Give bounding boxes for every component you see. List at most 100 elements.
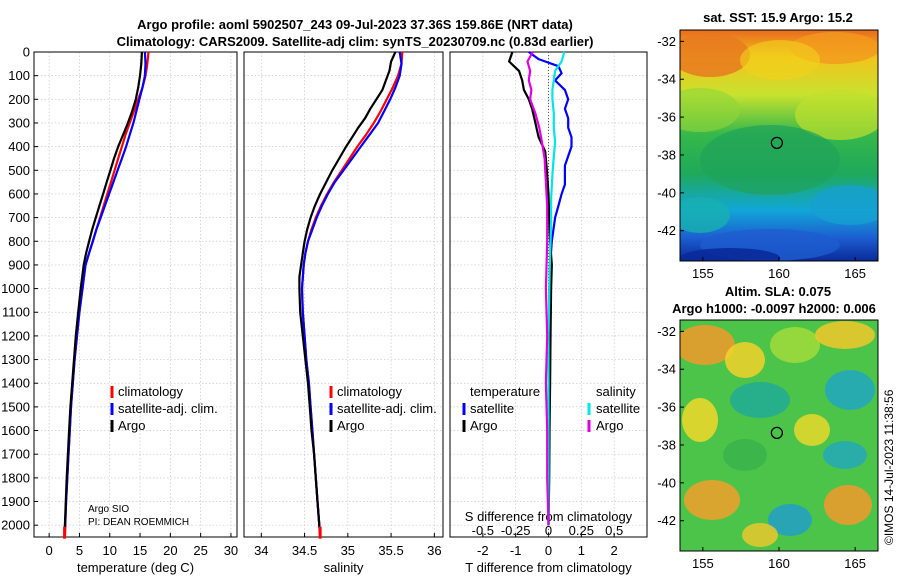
series-climatology bbox=[63, 51, 150, 536]
x-tick-label: 34 bbox=[254, 543, 268, 558]
title-line2: Climatology: CARS2009. Satellite-adj cli… bbox=[117, 34, 594, 49]
y-tick-label: 1800 bbox=[1, 470, 30, 485]
plot-frame bbox=[33, 51, 238, 538]
s-tick-label: -0.5 bbox=[472, 523, 494, 538]
plot-frame bbox=[243, 51, 444, 538]
y-tick-label: 400 bbox=[8, 139, 30, 154]
map-x-tick-label: 160 bbox=[768, 266, 790, 281]
y-tick-label: 100 bbox=[8, 68, 30, 83]
y-tick-label: 1200 bbox=[1, 328, 30, 343]
s-tick-label: 0 bbox=[545, 523, 552, 538]
x-axis-label: T difference from climatology bbox=[465, 560, 632, 575]
x-tick-label: 35 bbox=[341, 543, 355, 558]
map-x-tick-label: 160 bbox=[768, 556, 790, 571]
y-tick-label: 1500 bbox=[1, 399, 30, 414]
map-x-tick-label: 155 bbox=[692, 266, 714, 281]
y-tick-label: 300 bbox=[8, 115, 30, 130]
series-satellite-adj-clim- bbox=[63, 51, 147, 536]
x-tick-label: 1 bbox=[578, 543, 585, 558]
x-tick-label: 25 bbox=[193, 543, 207, 558]
sla-map-frame: 155 160 165 -32 -34 -36 -38 -40 -42 bbox=[657, 319, 879, 571]
y-tick-label: 1600 bbox=[1, 423, 30, 438]
map-y-tick-label: -36 bbox=[657, 110, 676, 125]
legend-label-argo: Argo bbox=[118, 418, 145, 433]
x-tick-label: 30 bbox=[224, 543, 238, 558]
x-tick-label: 35.5 bbox=[378, 543, 403, 558]
sst-map-title: sat. SST: 15.9 Argo: 15.2 bbox=[703, 10, 853, 25]
map-x-tick-label: 165 bbox=[844, 556, 866, 571]
y-tick-label: 1900 bbox=[1, 494, 30, 509]
legend-label-satellite: satellite-adj. clim. bbox=[118, 401, 218, 416]
legend-label-t-argo: Argo bbox=[470, 418, 497, 433]
y-tick-label: 200 bbox=[8, 92, 30, 107]
legend-label-argo: Argo bbox=[337, 418, 364, 433]
temperature-legend: climatology satellite-adj. clim. Argo bbox=[110, 384, 218, 433]
sla-map-subtitle: Argo h1000: -0.0097 h2000: 0.006 bbox=[672, 301, 876, 316]
s-tick-label: 0.5 bbox=[605, 523, 623, 538]
series-t-argo bbox=[508, 51, 553, 526]
map-x-tick-label: 155 bbox=[692, 556, 714, 571]
x-tick-label: 0 bbox=[46, 543, 53, 558]
y-tick-label: 1300 bbox=[1, 352, 30, 367]
legend-label-satellite: satellite-adj. clim. bbox=[337, 401, 437, 416]
x-tick-label: 20 bbox=[163, 543, 177, 558]
legend-label-t-satellite: satellite bbox=[470, 401, 514, 416]
y-tick-label: 2000 bbox=[1, 518, 30, 533]
y-tick-label: 1100 bbox=[2, 305, 30, 320]
credit-pi: PI: DEAN ROEMMICH bbox=[88, 517, 189, 528]
map-y-tick-label: -32 bbox=[657, 324, 676, 339]
series-climatology bbox=[300, 51, 404, 536]
y-tick-label: 900 bbox=[8, 257, 30, 272]
x-tick-label: -2 bbox=[477, 543, 489, 558]
map-x-tick-label: 165 bbox=[844, 266, 866, 281]
x-tick-label: 2 bbox=[611, 543, 618, 558]
map-y-tick-label: -42 bbox=[657, 223, 676, 238]
sst-map-image bbox=[680, 30, 878, 261]
y-tick-label: 700 bbox=[8, 210, 30, 225]
series-s-satellite bbox=[547, 51, 566, 526]
legend-label-s-satellite: satellite bbox=[596, 401, 640, 416]
legend-label-climatology: climatology bbox=[118, 384, 184, 399]
y-tick-label: 1400 bbox=[1, 376, 30, 391]
map-y-tick-label: -32 bbox=[657, 34, 676, 49]
map-y-tick-label: -38 bbox=[657, 437, 676, 452]
series-argo bbox=[298, 51, 397, 535]
y-tick-label: 1000 bbox=[1, 281, 30, 296]
temperature-panel: 0100200300400500600700800900100011001200… bbox=[1, 45, 238, 576]
map-y-tick-label: -40 bbox=[657, 185, 676, 200]
sst-map-frame: 155 160 165 -32 -34 -36 -38 -40 -42 bbox=[657, 29, 879, 281]
y-tick-label: 800 bbox=[8, 234, 30, 249]
map-y-tick-label: -40 bbox=[657, 475, 676, 490]
difference-legend: temperature satellite Argo salinity sate… bbox=[462, 384, 640, 433]
map-y-tick-label: -36 bbox=[657, 400, 676, 415]
salinity-legend: climatology satellite-adj. clim. Argo bbox=[329, 384, 437, 433]
argo-location-marker bbox=[770, 426, 784, 439]
x-tick-label: 15 bbox=[133, 543, 147, 558]
y-tick-label: 500 bbox=[8, 163, 30, 178]
series-s-argo bbox=[526, 51, 550, 526]
argo-location-marker bbox=[770, 136, 784, 149]
map-y-tick-label: -34 bbox=[657, 72, 676, 87]
title-line1: Argo profile: aoml 5902507_243 09-Jul-20… bbox=[137, 17, 573, 32]
salinity-panel: 34 34.5 35 35.5 36 salinity bbox=[243, 51, 444, 575]
s-tick-label: 0.25 bbox=[569, 523, 594, 538]
legend-label-s-argo: Argo bbox=[596, 418, 623, 433]
sla-map-title: Altim. SLA: 0.075 bbox=[725, 284, 831, 299]
series-satellite-adj-clim- bbox=[300, 51, 403, 536]
x-tick-label: 34.5 bbox=[292, 543, 317, 558]
map-y-tick-label: -38 bbox=[657, 147, 676, 162]
y-tick-label: 0 bbox=[23, 45, 30, 60]
y-tick-label: 1700 bbox=[1, 447, 30, 462]
s-tick-label: -0.25 bbox=[501, 523, 531, 538]
x-tick-label: -1 bbox=[510, 543, 522, 558]
x-axis-label: salinity bbox=[324, 560, 364, 575]
map-y-tick-label: -34 bbox=[657, 362, 676, 377]
x-tick-label: 0 bbox=[545, 543, 552, 558]
x-tick-label: 36 bbox=[427, 543, 441, 558]
credit-argo: Argo SIO bbox=[88, 504, 129, 515]
x-axis-label: temperature (deg C) bbox=[77, 560, 194, 575]
legend-label-climatology: climatology bbox=[337, 384, 403, 399]
legend-title-salinity: salinity bbox=[596, 384, 636, 399]
